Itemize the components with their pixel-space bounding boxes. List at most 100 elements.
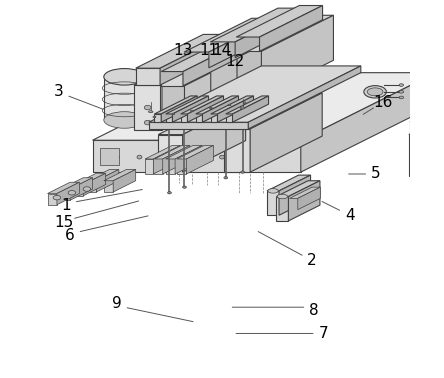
Polygon shape: [70, 178, 92, 200]
Polygon shape: [184, 52, 209, 68]
Polygon shape: [184, 52, 252, 123]
Text: 12: 12: [226, 54, 245, 69]
Ellipse shape: [68, 191, 75, 195]
Text: 9: 9: [112, 296, 122, 311]
Text: 1: 1: [61, 198, 71, 214]
Ellipse shape: [399, 90, 404, 93]
Ellipse shape: [228, 104, 231, 106]
Polygon shape: [166, 146, 202, 159]
Polygon shape: [104, 181, 113, 192]
Polygon shape: [210, 8, 303, 42]
Polygon shape: [172, 96, 209, 122]
Polygon shape: [236, 37, 260, 51]
Polygon shape: [83, 173, 106, 196]
Polygon shape: [226, 96, 269, 114]
Ellipse shape: [137, 155, 142, 159]
Text: 14: 14: [212, 43, 232, 58]
Ellipse shape: [209, 107, 212, 109]
Polygon shape: [74, 184, 83, 196]
Polygon shape: [277, 181, 320, 197]
Polygon shape: [161, 42, 242, 71]
Polygon shape: [155, 159, 163, 174]
Ellipse shape: [241, 171, 245, 173]
Polygon shape: [145, 146, 180, 159]
Polygon shape: [183, 42, 242, 86]
Polygon shape: [166, 114, 172, 122]
Polygon shape: [87, 181, 96, 192]
Polygon shape: [235, 51, 262, 96]
Ellipse shape: [144, 120, 151, 125]
Polygon shape: [250, 93, 322, 172]
Text: 4: 4: [345, 208, 354, 223]
Polygon shape: [96, 169, 119, 192]
Polygon shape: [134, 45, 243, 85]
Polygon shape: [155, 114, 161, 122]
Ellipse shape: [240, 107, 245, 109]
Polygon shape: [158, 103, 246, 135]
Ellipse shape: [410, 132, 422, 137]
Polygon shape: [87, 169, 119, 181]
Polygon shape: [177, 146, 214, 159]
Polygon shape: [202, 96, 238, 122]
Polygon shape: [235, 15, 333, 51]
Polygon shape: [196, 96, 238, 114]
Polygon shape: [181, 114, 187, 122]
Polygon shape: [182, 103, 246, 172]
Ellipse shape: [144, 105, 151, 110]
Ellipse shape: [53, 195, 61, 200]
Ellipse shape: [410, 119, 422, 124]
Ellipse shape: [115, 155, 119, 159]
Polygon shape: [74, 173, 106, 184]
Ellipse shape: [268, 189, 278, 193]
Ellipse shape: [104, 112, 145, 128]
Polygon shape: [182, 27, 292, 68]
Polygon shape: [289, 181, 320, 221]
Polygon shape: [57, 182, 79, 205]
Polygon shape: [298, 187, 320, 210]
Ellipse shape: [268, 155, 273, 159]
Polygon shape: [136, 68, 160, 85]
Polygon shape: [166, 159, 175, 174]
Polygon shape: [196, 114, 202, 122]
Ellipse shape: [243, 102, 246, 104]
Polygon shape: [134, 85, 162, 130]
Ellipse shape: [412, 119, 420, 123]
Polygon shape: [104, 77, 145, 120]
Polygon shape: [410, 121, 422, 135]
Ellipse shape: [163, 155, 168, 159]
Ellipse shape: [172, 113, 175, 115]
Polygon shape: [409, 116, 444, 135]
Polygon shape: [158, 135, 182, 172]
Polygon shape: [104, 169, 136, 181]
Ellipse shape: [220, 155, 224, 159]
Text: 11: 11: [199, 43, 218, 58]
Polygon shape: [277, 197, 289, 221]
Polygon shape: [226, 114, 233, 122]
Text: 5: 5: [371, 166, 381, 181]
Text: 16: 16: [374, 95, 393, 110]
Polygon shape: [160, 52, 252, 86]
Ellipse shape: [399, 84, 404, 87]
Text: 13: 13: [173, 43, 192, 58]
Polygon shape: [166, 96, 209, 114]
Ellipse shape: [364, 86, 386, 98]
Polygon shape: [92, 140, 301, 172]
Polygon shape: [61, 189, 70, 200]
Polygon shape: [149, 122, 248, 129]
Polygon shape: [161, 96, 197, 122]
Polygon shape: [210, 42, 235, 58]
Polygon shape: [237, 17, 318, 107]
Polygon shape: [211, 96, 254, 114]
Ellipse shape: [153, 116, 156, 118]
Polygon shape: [224, 93, 322, 129]
Polygon shape: [220, 48, 283, 112]
Polygon shape: [177, 159, 186, 174]
Polygon shape: [301, 73, 436, 172]
Polygon shape: [289, 187, 320, 198]
Ellipse shape: [182, 186, 186, 188]
Text: 2: 2: [307, 253, 317, 268]
Ellipse shape: [399, 96, 404, 99]
Polygon shape: [218, 75, 238, 103]
Polygon shape: [236, 6, 322, 37]
Polygon shape: [235, 8, 303, 58]
